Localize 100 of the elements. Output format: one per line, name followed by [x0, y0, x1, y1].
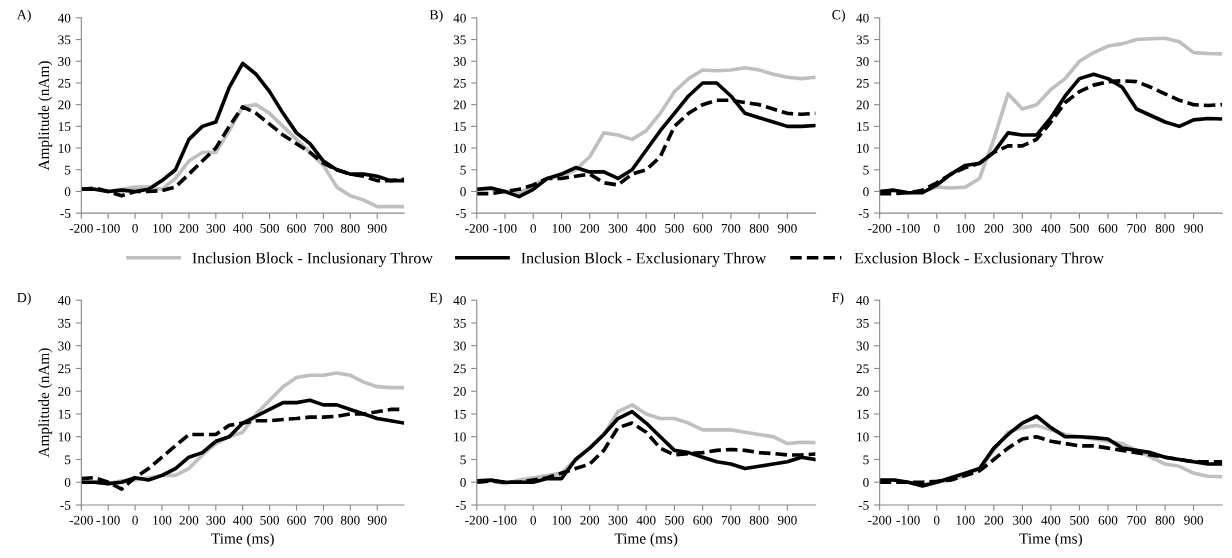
- x-tick-label: -100: [896, 223, 920, 233]
- legend-label: Inclusion Block - Exclusionary Throw: [521, 252, 767, 267]
- y-tick-label: 30: [58, 341, 71, 351]
- x-axis-title: Time (ms): [1019, 532, 1082, 547]
- x-tick-label: -100: [96, 223, 120, 233]
- x-tick-label: 600: [693, 223, 713, 233]
- x-tick-label: -200: [465, 223, 489, 233]
- x-tick-label: 400: [233, 515, 253, 525]
- y-tick-label: 30: [453, 341, 466, 351]
- x-tick-label: 900: [1184, 223, 1203, 233]
- x-tick-label: -200: [69, 515, 93, 525]
- x-axis-title: Time (ms): [614, 532, 678, 547]
- y-tick-label: 0: [64, 187, 71, 197]
- x-tick-label: 800: [749, 223, 769, 233]
- y-tick-label: 15: [857, 122, 869, 132]
- x-tick-label: 200: [179, 515, 199, 525]
- y-tick-label: 0: [460, 187, 466, 197]
- x-tick-label: 400: [233, 223, 253, 233]
- x-tick-label: -200: [465, 515, 489, 525]
- y-tick-label: 25: [453, 78, 466, 88]
- x-tick-label: 200: [580, 515, 600, 525]
- x-tick-label: 300: [608, 223, 628, 233]
- x-tick-label: 0: [132, 515, 138, 525]
- y-tick-label: -5: [60, 209, 71, 218]
- x-tick-label: 100: [552, 223, 571, 233]
- x-tick-label: 500: [665, 515, 684, 525]
- x-tick-label: 100: [956, 223, 975, 233]
- y-tick-label: 15: [857, 409, 869, 419]
- x-tick-label: -100: [493, 223, 517, 233]
- y-tick-label: 10: [454, 143, 466, 153]
- x-tick-label: 0: [530, 515, 537, 525]
- y-tick-label: 0: [863, 478, 869, 487]
- y-tick-label: 25: [453, 364, 466, 374]
- x-tick-label: -200: [868, 515, 892, 525]
- x-tick-label: 500: [260, 223, 279, 233]
- x-tick-label: 0: [933, 515, 940, 525]
- y-tick-label: 15: [454, 409, 466, 419]
- x-tick-label: 900: [777, 515, 797, 525]
- y-tick-label: 20: [453, 100, 466, 110]
- y-tick-label: 20: [856, 100, 869, 110]
- x-tick-label: 900: [367, 515, 387, 525]
- y-tick-label: 35: [453, 318, 466, 328]
- chart-title: D): [17, 292, 31, 306]
- x-tick-label: 800: [340, 223, 360, 233]
- y-tick-label: -5: [60, 500, 71, 510]
- x-tick-label: 800: [1155, 515, 1175, 525]
- y-tick-label: 25: [856, 78, 869, 88]
- y-tick-label: 5: [65, 165, 71, 175]
- x-tick-label: 600: [1098, 515, 1118, 525]
- y-tick-label: 10: [454, 432, 466, 442]
- y-tick-label: -5: [858, 500, 869, 510]
- y-tick-label: 35: [58, 35, 71, 45]
- x-tick-label: 500: [665, 223, 684, 233]
- x-tick-label: 200: [179, 223, 199, 233]
- y-tick-label: -5: [455, 500, 466, 510]
- x-tick-label: -100: [96, 515, 120, 525]
- x-tick-label: -100: [493, 515, 517, 525]
- x-tick-label: 400: [1041, 515, 1061, 525]
- y-tick-label: -5: [858, 209, 869, 218]
- y-tick-label: 35: [856, 318, 869, 328]
- x-tick-label: 300: [1013, 223, 1032, 233]
- y-tick-label: 30: [856, 57, 869, 66]
- x-tick-label: 600: [287, 223, 306, 233]
- x-tick-label: 500: [260, 515, 279, 525]
- x-tick-label: 300: [206, 223, 226, 233]
- x-tick-label: 0: [530, 223, 537, 233]
- y-tick-label: 5: [460, 455, 466, 465]
- x-tick-label: 700: [1127, 223, 1146, 233]
- y-tick-label: 5: [65, 455, 71, 465]
- y-tick-label: 35: [856, 35, 869, 45]
- x-tick-label: 100: [153, 223, 172, 233]
- y-tick-label: 20: [453, 387, 466, 396]
- y-tick-label: 10: [857, 432, 869, 442]
- y-axis-title: Amplitude (nAm): [38, 61, 53, 171]
- y-axis-title: Amplitude (nAm): [38, 348, 53, 458]
- x-tick-label: -100: [896, 515, 920, 525]
- x-tick-label: 300: [608, 515, 628, 525]
- chart-title: C): [832, 9, 845, 23]
- x-tick-label: 800: [1155, 223, 1175, 233]
- y-tick-label: 30: [58, 57, 71, 66]
- x-tick-label: 100: [153, 515, 172, 525]
- y-tick-label: 15: [58, 122, 71, 132]
- x-tick-label: 200: [984, 515, 1004, 525]
- y-tick-label: 15: [58, 409, 71, 419]
- x-tick-label: 400: [636, 223, 656, 233]
- legend-label: Inclusion Block - Inclusionary Throw: [192, 252, 433, 267]
- x-tick-label: 900: [1184, 515, 1203, 525]
- x-tick-label: -200: [868, 223, 892, 233]
- y-tick-label: 5: [863, 165, 869, 175]
- y-tick-label: 15: [454, 122, 466, 132]
- x-tick-label: 100: [956, 515, 975, 525]
- y-tick-label: 30: [453, 57, 466, 66]
- y-tick-label: 5: [863, 455, 869, 465]
- y-tick-label: 35: [453, 35, 466, 45]
- y-tick-label: 40: [856, 296, 869, 305]
- x-tick-label: 800: [749, 515, 769, 525]
- chart-title: E): [429, 292, 442, 306]
- y-tick-label: 20: [58, 387, 71, 396]
- y-tick-label: 30: [856, 341, 869, 351]
- y-tick-label: 20: [856, 387, 869, 396]
